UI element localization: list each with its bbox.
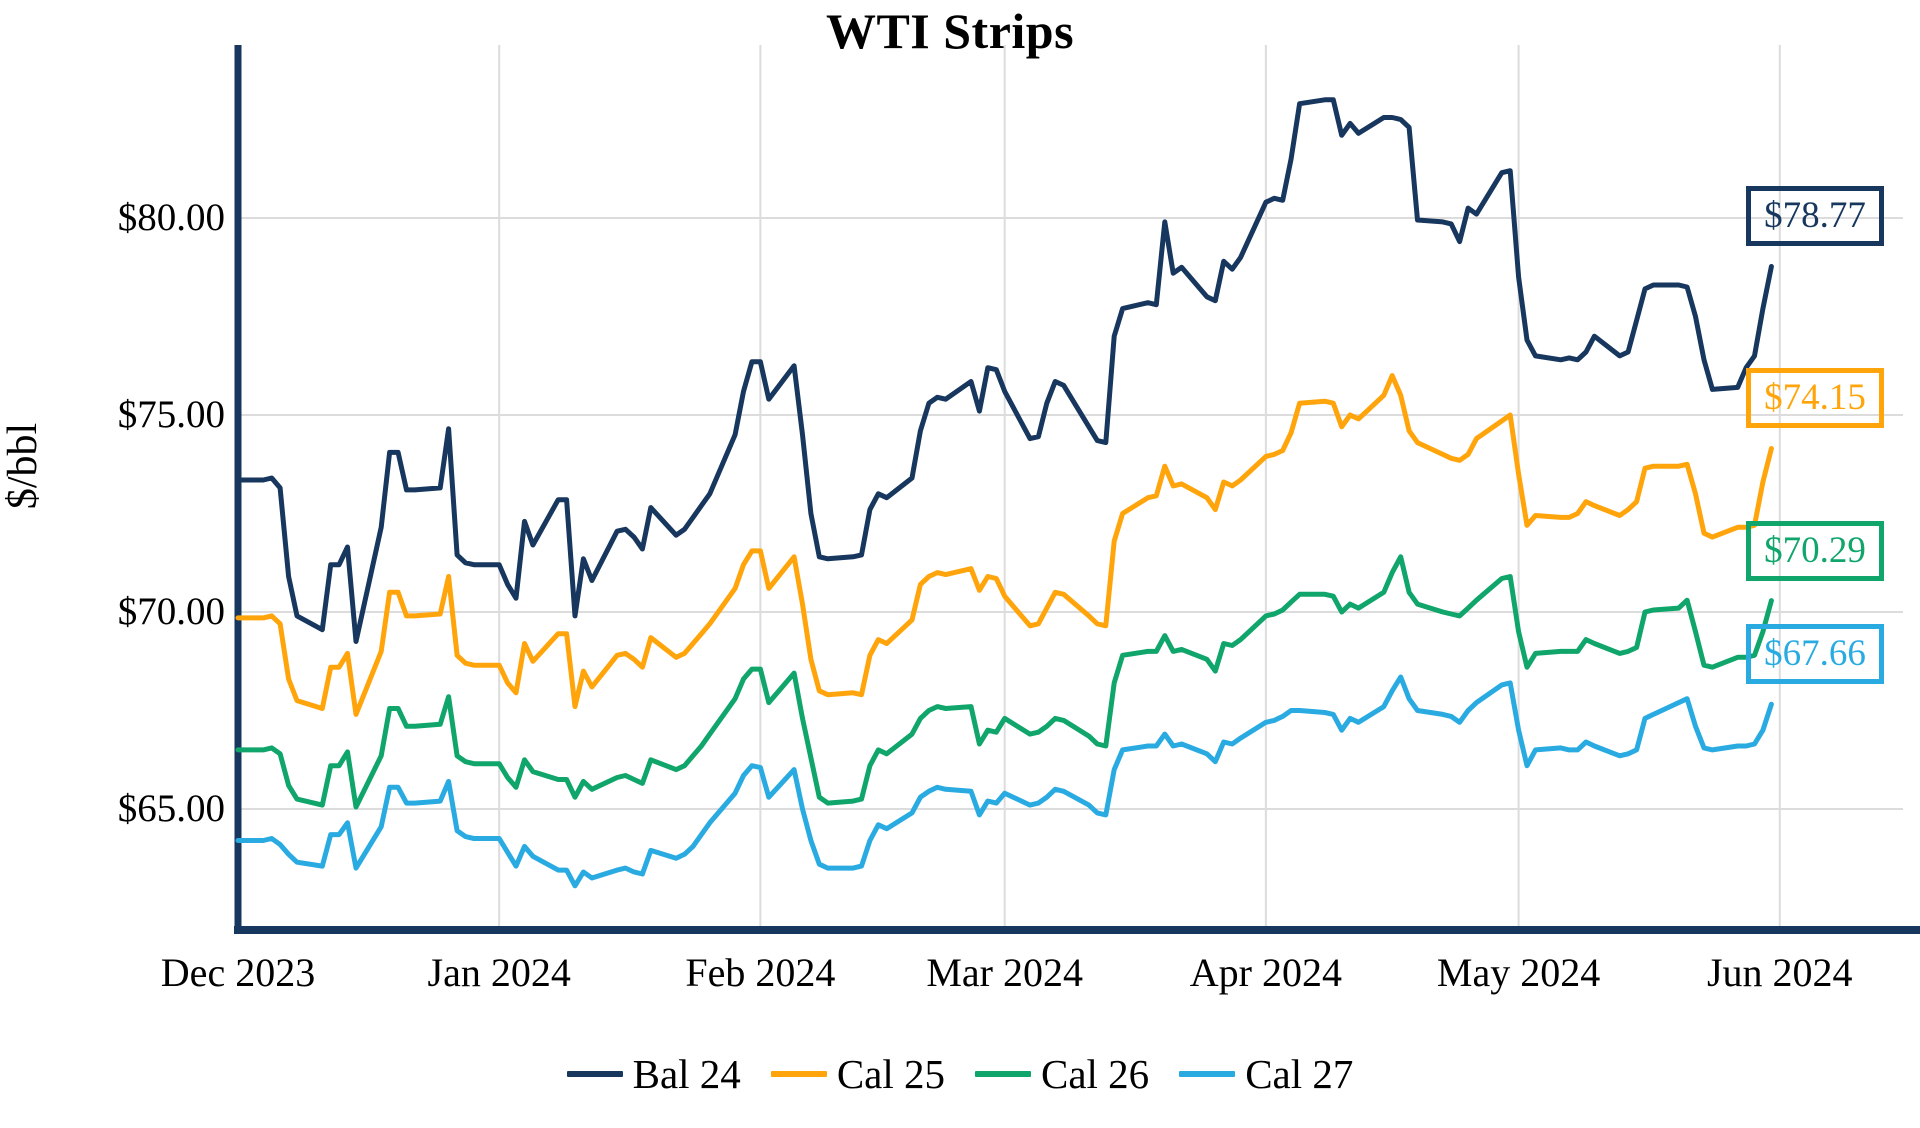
series-line-cal-27	[235, 674, 1774, 889]
legend-swatch-icon	[566, 1071, 623, 1077]
legend-label: Bal 24	[632, 1051, 741, 1097]
end-label-cal-26: $70.29	[1746, 520, 1884, 581]
legend-label: Cal 26	[1041, 1051, 1150, 1097]
series-line-cal-26	[235, 554, 1774, 810]
legend: Bal 24 Cal 25 Cal 26 Cal 27	[0, 1044, 1920, 1104]
series-line-cal-25	[235, 373, 1774, 717]
legend-item-cal-25: Cal 25	[770, 1050, 945, 1098]
x-tick-label: May 2024	[1436, 950, 1601, 995]
y-tick-label: $70.00	[117, 590, 225, 633]
legend-label: Cal 27	[1245, 1051, 1354, 1097]
chart-title: WTI Strips	[825, 3, 1075, 59]
y-tick-label: $75.00	[117, 393, 225, 436]
legend-item-bal-24: Bal 24	[566, 1050, 741, 1098]
x-tick-label: Apr 2024	[1189, 950, 1342, 995]
end-label-bal-24: $78.77	[1746, 186, 1884, 247]
x-tick-label: Mar 2024	[926, 950, 1083, 995]
legend-swatch-icon	[1179, 1071, 1236, 1077]
x-tick-label: Jan 2024	[427, 950, 571, 995]
y-tick-label: $65.00	[117, 787, 225, 830]
legend-item-cal-27: Cal 27	[1179, 1050, 1353, 1098]
x-tick-label: Feb 2024	[685, 950, 836, 995]
y-tick-label: $80.00	[117, 196, 225, 239]
x-tick-label: Jun 2024	[1706, 950, 1853, 995]
end-label-cal-27: $67.66	[1746, 624, 1884, 685]
end-label-cal-25: $74.15	[1746, 368, 1884, 429]
legend-label: Cal 25	[836, 1051, 945, 1097]
legend-swatch-icon	[770, 1071, 827, 1077]
x-tick-label: Dec 2023	[160, 950, 316, 995]
legend-item-cal-26: Cal 26	[975, 1050, 1149, 1098]
legend-swatch-icon	[975, 1071, 1031, 1077]
series-line-bal-24	[235, 97, 1774, 644]
